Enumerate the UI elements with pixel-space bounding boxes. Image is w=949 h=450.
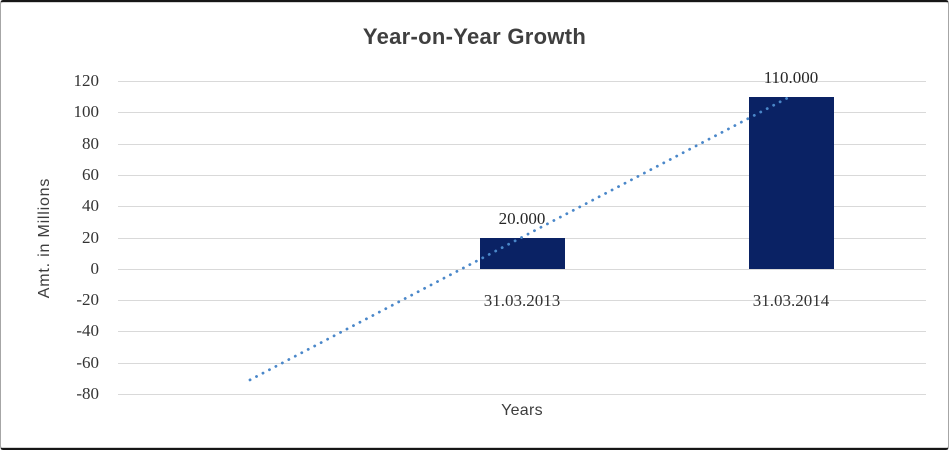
y-axis-tick-label: -20 <box>76 290 99 309</box>
y-axis-tick-label: 20 <box>82 228 99 247</box>
y-axis-tick-label: 0 <box>90 259 100 278</box>
bar <box>479 238 565 269</box>
y-axis-tick-label: 100 <box>73 102 100 121</box>
y-axis-tick-label: 80 <box>82 134 99 153</box>
gridline <box>118 394 926 395</box>
y-axis-tick-label: -80 <box>76 384 99 403</box>
y-axis-tick-label: -40 <box>76 321 99 340</box>
gridline <box>118 363 926 364</box>
x-axis-title: Years <box>501 402 543 419</box>
gridline <box>118 331 926 332</box>
x-axis-category-label: 31.03.2013 <box>483 291 561 310</box>
chart-title: Year-on-Year Growth <box>362 24 587 49</box>
x-axis-category-label: 31.03.2014 <box>752 291 830 310</box>
data-label: 110.000 <box>763 68 819 87</box>
y-axis-tick-label: 120 <box>73 71 100 90</box>
y-axis-tick-label: -60 <box>76 353 99 372</box>
data-label: 20.000 <box>498 209 546 228</box>
bar <box>748 97 834 269</box>
y-axis-tick-label: 60 <box>82 165 99 184</box>
gridline <box>118 81 926 82</box>
gridline <box>118 269 926 270</box>
y-axis-tick-label: 40 <box>82 196 99 215</box>
